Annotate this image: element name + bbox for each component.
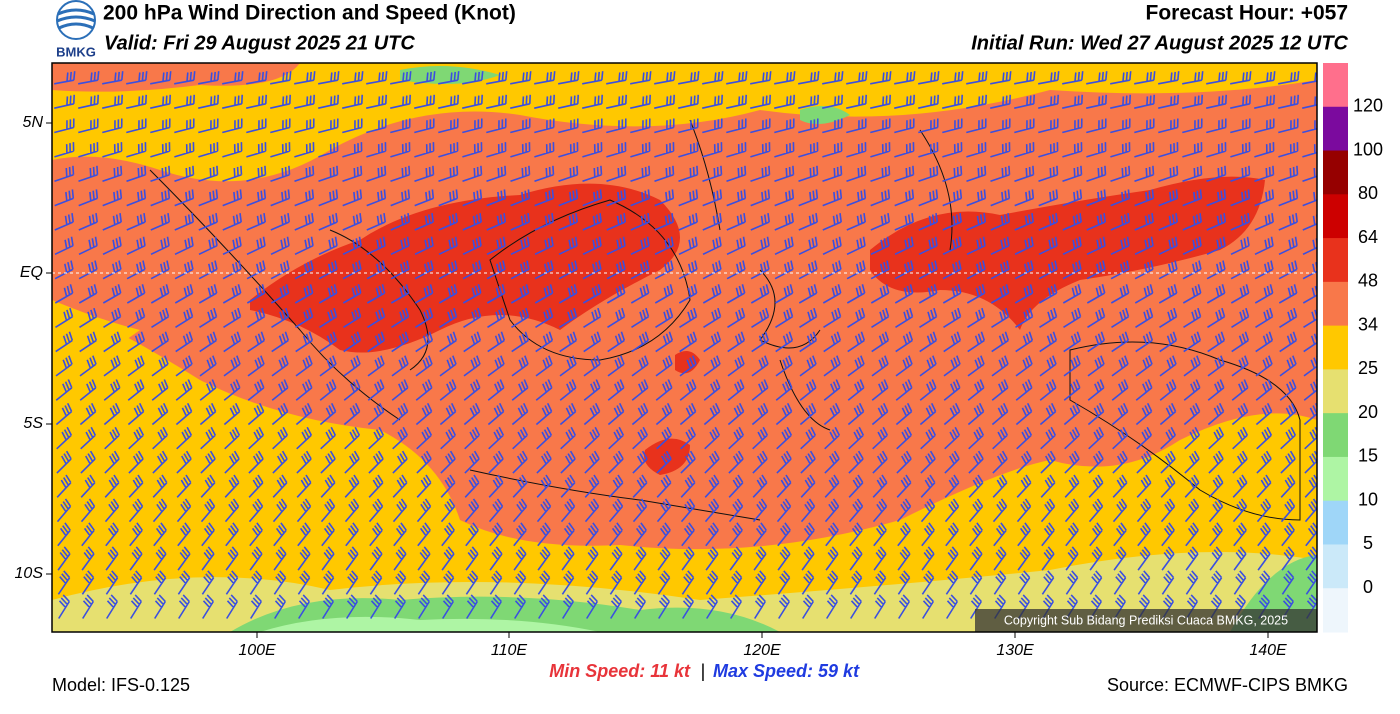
colorbar-label: 34 [1358, 314, 1378, 334]
colorbar-label: 0 [1363, 577, 1373, 597]
coast-sulawesi [759, 269, 831, 431]
field-green-south [230, 555, 1317, 632]
colorbar-label: 64 [1358, 227, 1378, 247]
max-speed: Max Speed: 59 kt [713, 661, 860, 681]
coast-borneo [489, 199, 691, 361]
x-tick-label: 120E [743, 642, 781, 659]
colorbar-segment [1323, 588, 1348, 633]
initial-run: Initial Run: Wed 27 August 2025 12 UTC [971, 32, 1348, 54]
map-frame [51, 62, 1318, 633]
min-speed: Min Speed: 11 kt [549, 661, 691, 681]
colorbar-segment [1323, 281, 1348, 327]
speed-field: Copyright Sub Bidang Prediksi Cuaca BMKG… [52, 63, 1317, 632]
colorbar-label: 20 [1358, 402, 1378, 422]
colorbar-label: 10 [1358, 489, 1378, 509]
colorbar-segment [1323, 413, 1348, 458]
x-tick-label: 100E [238, 642, 276, 659]
title: 200 hPa Wind Direction and Speed (Knot) [103, 2, 516, 25]
coast-java [469, 469, 761, 521]
field-lightgreen-south [260, 616, 600, 632]
colorbar-segment [1323, 106, 1348, 152]
model: Model: IFS-0.125 [52, 675, 190, 695]
field-green-north [400, 66, 850, 124]
copyright-box: Copyright Sub Bidang Prediksi Cuaca BMKG… [975, 609, 1317, 632]
logo-text: BMKG [56, 44, 96, 59]
colorbar-segment [1323, 544, 1348, 589]
field-red-east [870, 176, 1265, 330]
copyright: Copyright Sub Bidang Prediksi Cuaca BMKG… [1004, 613, 1288, 627]
colorbar-segment [1323, 500, 1348, 545]
axes: 100E 110E 120E 130E 140E 5N EQ 5S 10S [15, 114, 1287, 659]
colorbar-segment [1323, 150, 1348, 195]
field-red-west [250, 183, 680, 353]
wind-barbs [54, 71, 1317, 619]
colorbar: 120 100 80 64 48 34 25 20 15 10 5 0 [1323, 63, 1383, 633]
y-tick-label: 10S [15, 565, 44, 582]
colorbar-label: 48 [1358, 271, 1378, 291]
colorbar-label: 80 [1358, 183, 1378, 203]
y-tick-label: 5N [23, 114, 44, 131]
field-yellow-south [52, 300, 1317, 632]
colorbar-label: 100 [1353, 139, 1383, 159]
colorbar-segment [1323, 325, 1348, 370]
x-tick-label: 130E [996, 642, 1034, 659]
x-tick-label: 110E [491, 642, 528, 659]
colorbar-segment [1323, 194, 1348, 239]
colorbar-segment [1323, 369, 1348, 414]
field-yellow-west [52, 300, 140, 370]
coast-sumatra [149, 169, 429, 421]
valid-time: Valid: Fri 29 August 2025 21 UTC [104, 32, 415, 54]
forecast-hour: Forecast Hour: +057 [1146, 2, 1349, 25]
field-orange-north [52, 63, 300, 92]
colorbar-segment [1323, 238, 1348, 283]
colorbar-segment [1323, 63, 1348, 108]
colorbar-label: 120 [1353, 96, 1383, 116]
x-tick-label: 140E [1249, 642, 1287, 659]
colorbar-label: 5 [1363, 533, 1373, 553]
y-tick-label: 5S [23, 415, 43, 432]
coast-newguinea [1069, 341, 1301, 521]
colorbar-label: 15 [1358, 446, 1378, 466]
separator: | [701, 661, 706, 681]
source: Source: ECMWF-CIPS BMKG [1107, 675, 1348, 695]
bmkg-logo: BMKG [56, 0, 96, 59]
y-tick-label: EQ [20, 264, 43, 281]
colorbar-segment [1323, 456, 1348, 502]
colorbar-label: 25 [1358, 358, 1378, 378]
copyright-bg [975, 609, 1317, 632]
field-yellow-north [52, 63, 1317, 182]
